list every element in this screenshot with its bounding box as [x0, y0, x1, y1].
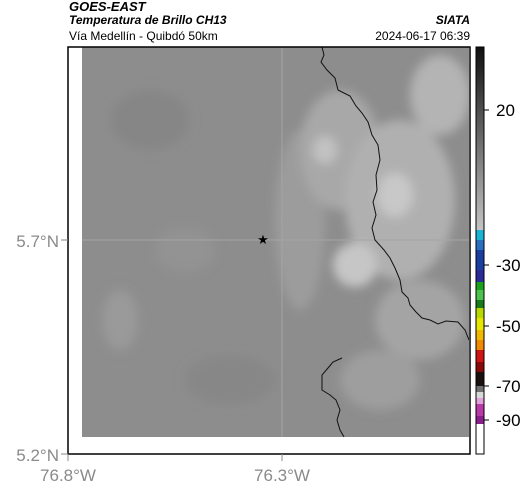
lat-tick-label: 5.2°N: [16, 446, 59, 465]
colorbar: 20 -30 -50 -70 -90: [475, 46, 521, 455]
lon-tick-label: 76.3°W: [254, 466, 310, 485]
colorbar-tick-label: 20: [496, 101, 515, 120]
department-boundary: [320, 47, 469, 341]
map-axes: 5.7°N 5.2°N 76.8°W 76.3°W: [16, 232, 310, 485]
colorbar-tick-label: -50: [496, 317, 521, 336]
colorbar-tick-label: -30: [496, 256, 521, 275]
satellite-title: GOES-EAST: [69, 0, 146, 14]
location-label: Vía Medellín - Quibdó 50km: [69, 29, 218, 43]
map-plot-area: ★: [67, 46, 471, 455]
lat-tick-label: 5.7°N: [16, 232, 59, 251]
lon-tick-label: 76.8°W: [40, 466, 96, 485]
timestamp-label: 2024-06-17 06:39: [375, 29, 470, 43]
colorbar-frame: [475, 46, 485, 455]
product-title: Temperatura de Brillo CH13: [69, 13, 227, 27]
river-boundary: [321, 357, 345, 437]
colorbar-gray-segment: [476, 47, 484, 230]
organization-label: SIATA: [435, 13, 470, 27]
colorbar-tick-label: -90: [496, 411, 521, 430]
brightness-temperature-field: [82, 47, 469, 437]
colorbar-tick-label: -70: [496, 377, 521, 396]
map-frame: [67, 46, 471, 455]
star-marker: ★: [257, 232, 269, 247]
